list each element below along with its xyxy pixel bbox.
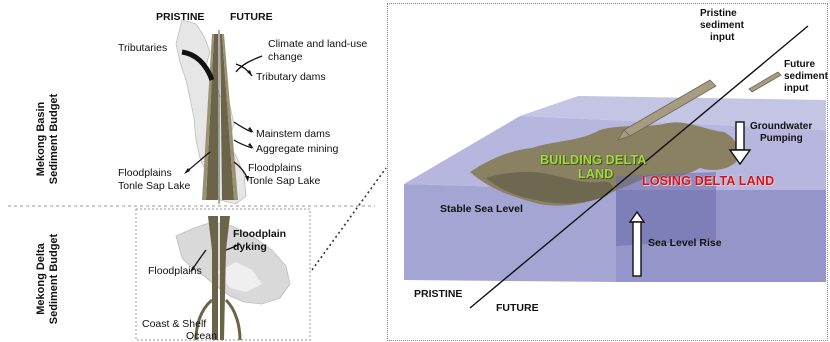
delta-pristine-band [208, 216, 218, 340]
tributaries-arrow [181, 49, 215, 81]
pristine-label: PRISTINE [414, 288, 463, 300]
water-block-front [404, 184, 616, 282]
climate-label-2: change [268, 51, 303, 63]
future-input-label-1: Future [784, 59, 816, 70]
floodplain-dyking-label-1: Floodplain [233, 228, 287, 240]
sea-level-rise-label: Sea Level Rise [648, 237, 722, 249]
pristine-input-label-3: input [710, 32, 735, 43]
climate-arrow [235, 55, 263, 73]
building-delta-land-line1: BUILDING DELTA [540, 153, 647, 167]
tonle-right-label: Tonle Sap Lake [248, 175, 321, 187]
future-sediment-band [220, 34, 234, 200]
delta-schematic-panel [387, 3, 828, 341]
mainstem-dams-label: Mainstem dams [256, 128, 331, 140]
delta-floodplains-label: Floodplains [148, 265, 202, 277]
pristine-input-label-2: sediment [700, 20, 744, 31]
tributary-dams-label: Tributary dams [256, 71, 326, 83]
groundwater-label-1: Groundwater [750, 121, 813, 132]
pristine-header: PRISTINE [156, 11, 205, 23]
stable-sea-level-label: Stable Sea Level [440, 203, 523, 215]
tonle-left-label: Tonle Sap Lake [118, 180, 191, 192]
sea-level-rise-arrow [628, 210, 646, 277]
floodplain-dyking-label-2: dyking [233, 241, 267, 253]
floodplains-left-label: Floodplains [118, 167, 172, 179]
climate-label-1: Climate and land-use [268, 38, 368, 50]
groundwater-label-2: Pumping [760, 133, 803, 144]
pristine-sediment-band [206, 34, 218, 200]
future-input-label-3: input [784, 83, 809, 94]
future-input-arrow [748, 71, 782, 93]
aggregate-mining-label: Aggregate mining [256, 143, 339, 155]
groundwater-arrow [728, 121, 752, 166]
pristine-future-divider [469, 25, 809, 309]
zoom-connector [311, 167, 387, 271]
delta-future-band [220, 216, 230, 340]
future-label: FUTURE [496, 302, 539, 314]
coast-shelf-label: Coast & Shelf [142, 318, 207, 330]
ocean-label: Ocean [186, 330, 217, 342]
losing-delta-land: LOSING DELTA LAND [642, 174, 775, 188]
future-header: FUTURE [230, 11, 273, 23]
building-delta-land-line2: LAND [578, 167, 614, 181]
pristine-input-label-1: Pristine [700, 8, 737, 19]
tributaries-label: Tributaries [118, 42, 168, 54]
floodplains-right-label: Floodplains [248, 162, 302, 174]
future-input-label-2: sediment [784, 71, 828, 82]
